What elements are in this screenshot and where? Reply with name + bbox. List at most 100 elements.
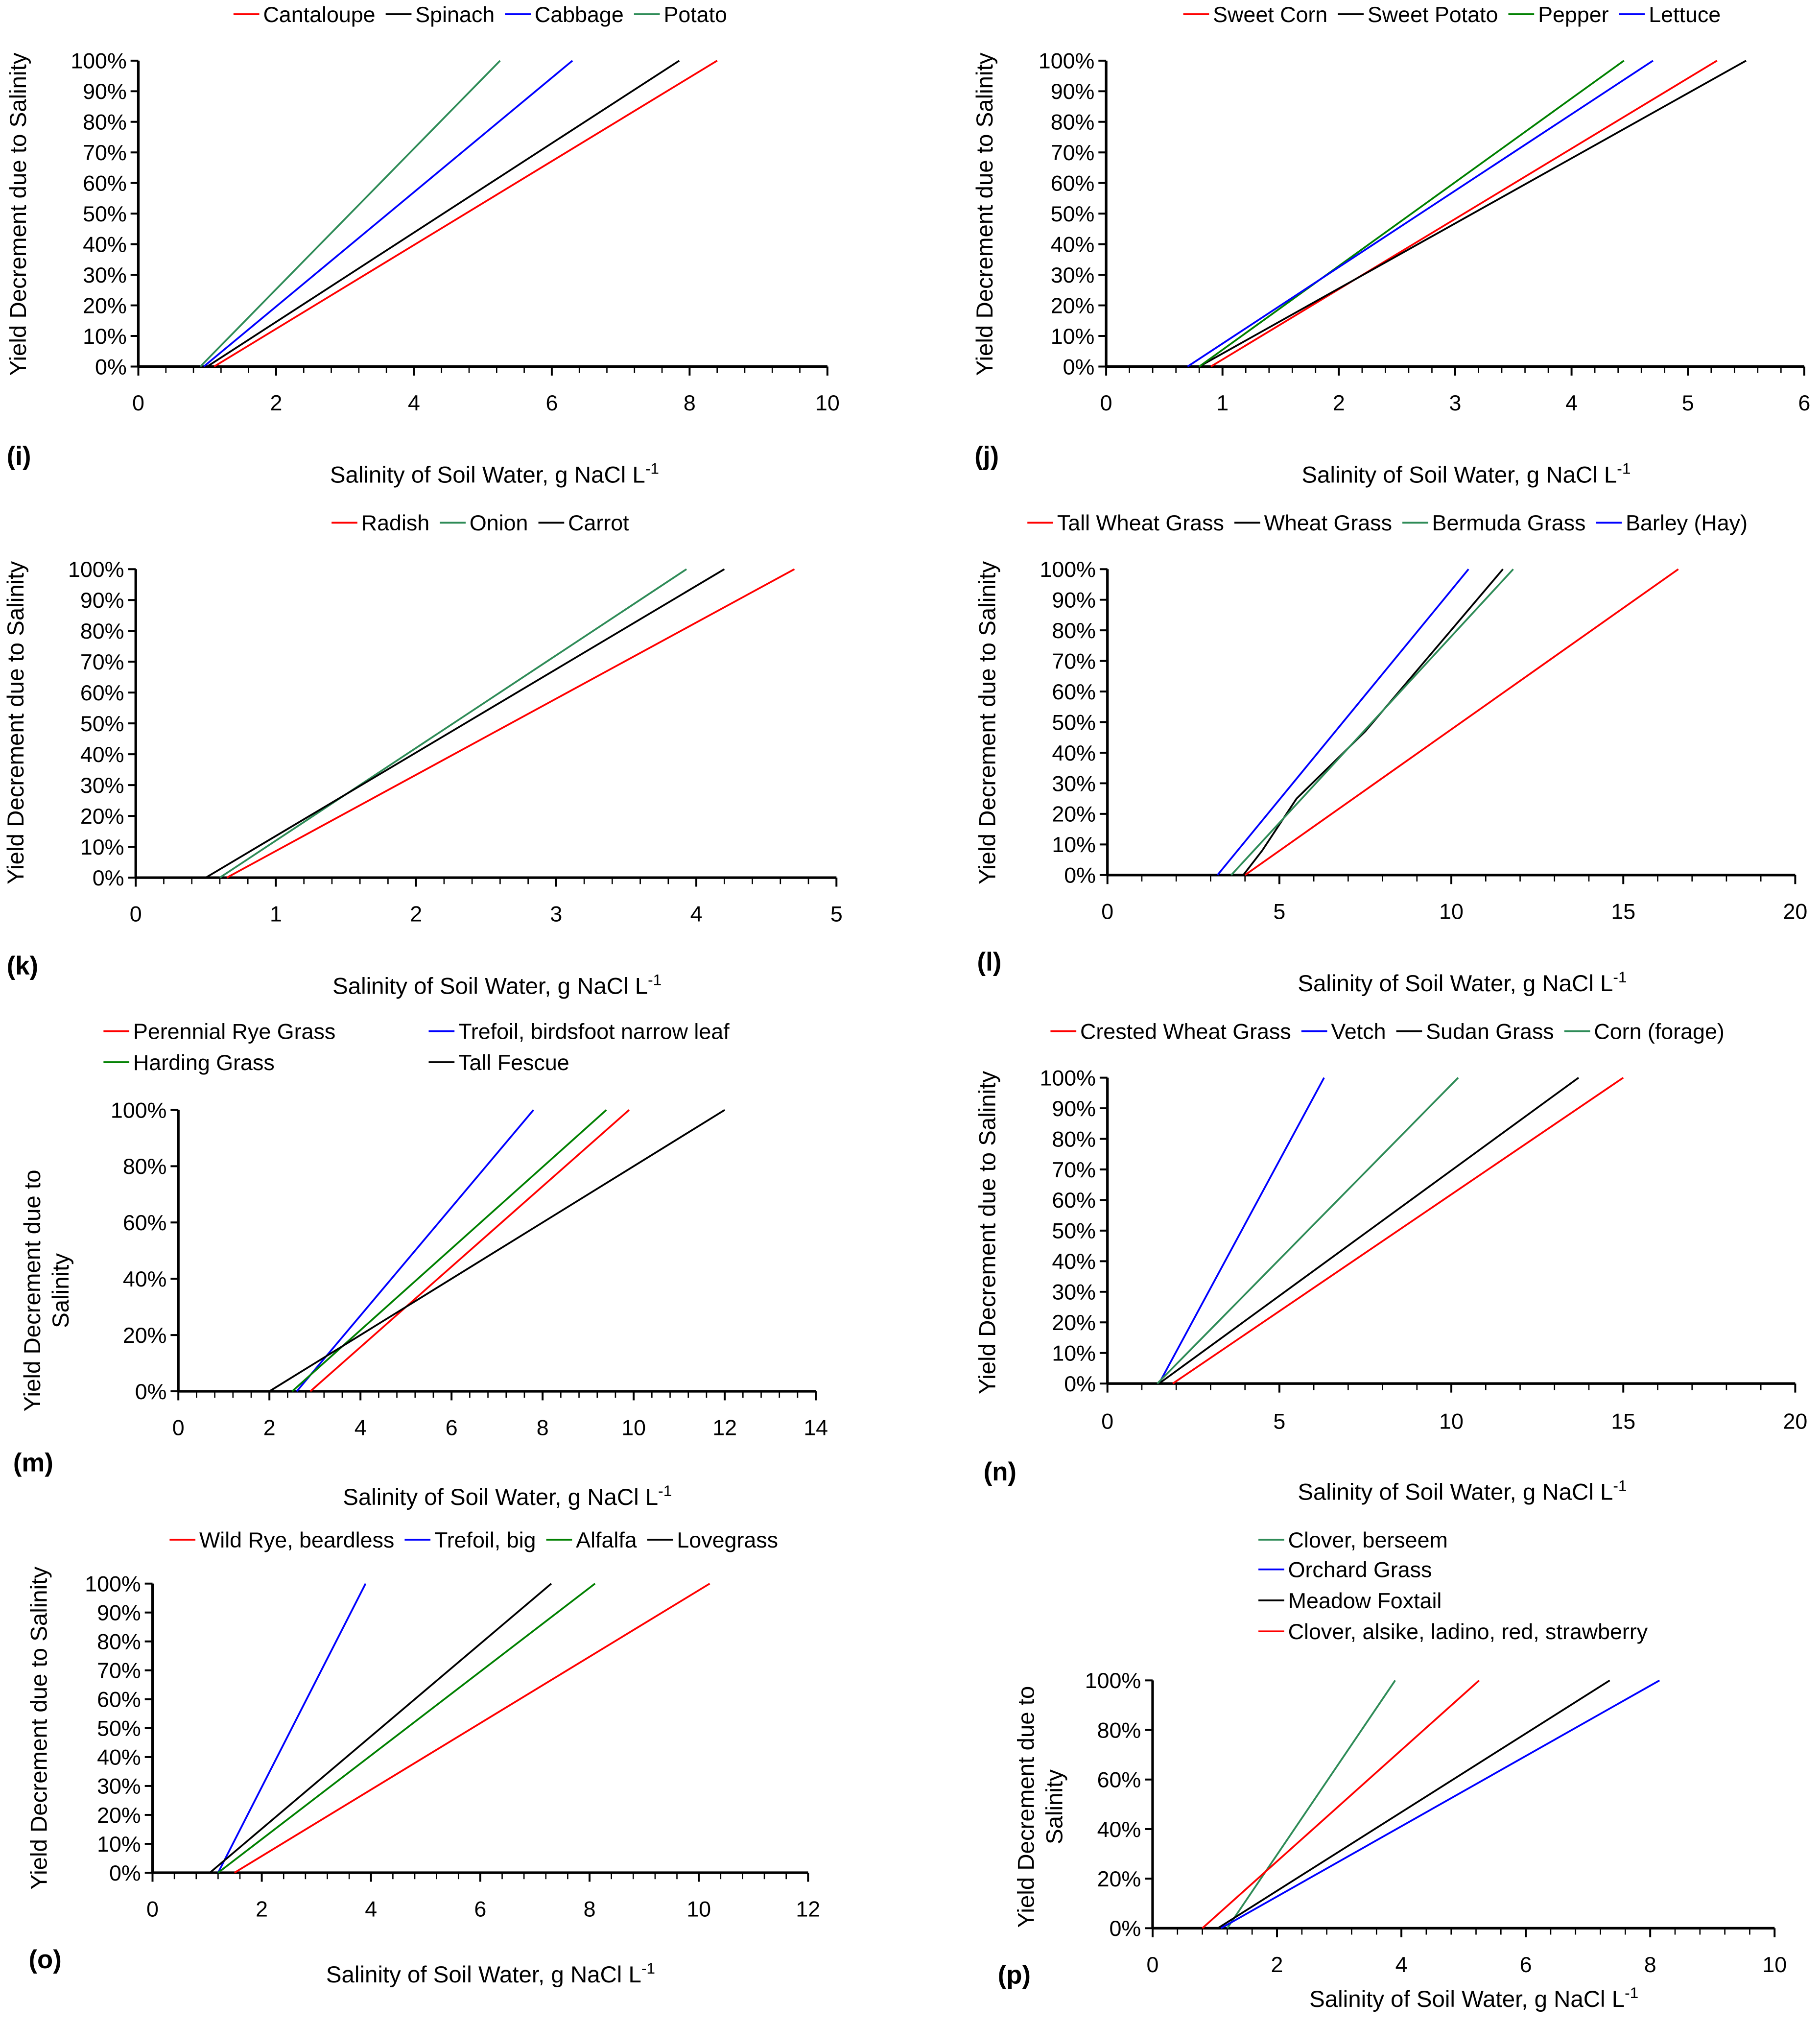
legend-item: Bermuda Grass xyxy=(1402,511,1585,535)
x-tick-label: 14 xyxy=(804,1416,828,1440)
y-tick-label: 20% xyxy=(97,1803,141,1828)
x-tick-label: 2 xyxy=(263,1416,276,1440)
series-line-orchard-grass xyxy=(1220,1679,1660,1929)
y-axis-title: Yield Decrement due to Salinity xyxy=(972,52,998,376)
legend-label: Sudan Grass xyxy=(1426,1020,1554,1044)
y-tick-label: 50% xyxy=(97,1716,141,1741)
y-tick-label: 30% xyxy=(83,263,127,287)
y-tick-label: 30% xyxy=(97,1774,141,1799)
legend-label: Orchard Grass xyxy=(1288,1558,1432,1582)
x-axis-title-superscript: -1 xyxy=(645,460,659,477)
y-axis-title: Yield Decrement due to Salinity xyxy=(5,52,31,376)
x-axis-title: Salinity of Soil Water, g NaCl L-1 xyxy=(326,1959,655,1988)
y-tick-label: 60% xyxy=(1051,171,1095,196)
y-tick-label: 80% xyxy=(97,1630,141,1654)
legend-item: Orchard Grass xyxy=(1258,1558,1432,1582)
y-tick-label: 60% xyxy=(1052,680,1096,704)
x-tick-label: 0 xyxy=(132,391,144,415)
x-tick-label: 4 xyxy=(690,902,703,927)
series-line-radish xyxy=(226,568,795,879)
y-tick-label: 60% xyxy=(97,1688,141,1712)
series-line-perennial-rye-grass xyxy=(309,1109,630,1392)
x-axis-title-text: Salinity of Soil Water, g NaCl L xyxy=(343,1484,658,1510)
x-axis-title: Salinity of Soil Water, g NaCl L-1 xyxy=(1309,1984,1638,2012)
panel-label: (m) xyxy=(13,1448,53,1477)
panel-label: (l) xyxy=(977,948,1002,977)
legend-label: Lovegrass xyxy=(677,1528,778,1552)
x-tick-label: 8 xyxy=(584,1897,596,1922)
y-tick-label: 50% xyxy=(83,202,127,226)
y-tick-label: 30% xyxy=(1051,263,1095,287)
y-tick-label: 30% xyxy=(1052,771,1096,796)
y-axis-title: Yield Decrement due to Salinity xyxy=(974,1071,1000,1394)
y-tick-label: 0% xyxy=(1063,355,1095,379)
y-tick-label: 0% xyxy=(1109,1916,1141,1941)
panel-p: 0 2 4 6 8 100%20%40%60%80%100%Clover, berseem… xyxy=(998,1528,1787,2012)
legend-label: Crested Wheat Grass xyxy=(1080,1020,1291,1044)
y-tick-label: 0% xyxy=(1064,1372,1096,1396)
legend-label: Trefoil, big xyxy=(434,1528,536,1552)
y-tick-label: 0% xyxy=(93,866,124,890)
legend-item: Lettuce xyxy=(1619,2,1721,27)
x-axis-title: Salinity of Soil Water, g NaCl L-1 xyxy=(332,971,662,999)
y-tick-label: 10% xyxy=(1052,1341,1096,1366)
x-tick-label: 4 xyxy=(1565,391,1578,415)
legend: Perennial Rye Grass Trefoil, birdsfoot na… xyxy=(103,1020,730,1075)
x-tick-label: 0 xyxy=(1147,1953,1159,1977)
series-line-lettuce xyxy=(1187,60,1654,368)
y-tick-label: 40% xyxy=(1052,741,1096,765)
panel-label: (o) xyxy=(28,1945,61,1974)
y-tick-label: 0% xyxy=(95,355,127,379)
panel-i: 0 2 4 6 8 100%10%20%30%40%50%60%70%80%90%100%… xyxy=(5,2,840,488)
x-tick-label: 6 xyxy=(474,1897,486,1922)
x-tick-label: 8 xyxy=(537,1416,549,1440)
y-tick-label: 80% xyxy=(123,1154,167,1179)
y-axis-title: Salinity xyxy=(48,1253,74,1328)
x-axis-title-text: Salinity of Soil Water, g NaCl L xyxy=(1301,462,1617,488)
y-tick-label: 80% xyxy=(80,619,124,643)
legend: Radish Onion Carrot xyxy=(331,511,629,535)
series-line-sweet-potato xyxy=(1199,60,1747,368)
x-axis-title-text: Salinity of Soil Water, g NaCl L xyxy=(330,462,645,488)
x-tick-label: 6 xyxy=(1798,391,1810,415)
x-tick-label: 2 xyxy=(410,902,422,927)
y-tick-label: 40% xyxy=(83,232,127,257)
legend-label: Tall Fescue xyxy=(458,1050,569,1075)
legend-item: Alfalfa xyxy=(546,1528,637,1552)
panel-label: (k) xyxy=(7,952,38,980)
series-line-tall-fescue xyxy=(269,1109,726,1392)
panel-l: 0 5 10 15 20 0% 10% 20% 30% 40% 50% 60% 70% 80% 90% 100… xyxy=(974,511,1807,997)
x-tick-label: 12 xyxy=(712,1416,737,1440)
legend-label: Trefoil, birdsfoot narrow leaf xyxy=(458,1020,730,1044)
y-axis-title: Yield Decrement due to Salinity xyxy=(26,1567,52,1890)
legend-item: Tall Fescue xyxy=(428,1050,569,1075)
y-tick-label: 100% xyxy=(111,1098,167,1122)
x-axis-title: Salinity of Soil Water, g NaCl L-1 xyxy=(1298,968,1627,997)
series-line-vetch xyxy=(1158,1077,1325,1384)
y-tick-label: 80% xyxy=(1051,110,1095,135)
series-line-barley-hay- xyxy=(1217,569,1469,876)
x-tick-label: 12 xyxy=(796,1897,820,1922)
legend: Wild Rye, beardless Trefoil, big Alfalfa Lo… xyxy=(169,1528,778,1552)
y-tick-label: 10% xyxy=(83,324,127,349)
x-axis-title-superscript: -1 xyxy=(658,1482,672,1500)
x-tick-label: 2 xyxy=(256,1897,268,1922)
series-line-meadow-foxtail xyxy=(1217,1679,1610,1929)
y-tick-label: 40% xyxy=(1052,1249,1096,1274)
legend-item: Harding Grass xyxy=(103,1050,275,1075)
panel-j: 0 1 2 3 4 5 60%10%20%30%40%50%60%70%80%90%100%… xyxy=(972,2,1810,488)
legend-label: Tall Wheat Grass xyxy=(1057,511,1224,535)
y-tick-label: 40% xyxy=(97,1745,141,1770)
legend-label: Carrot xyxy=(568,511,629,535)
legend-label: Cabbage xyxy=(535,2,624,27)
y-tick-label: 10% xyxy=(1051,324,1095,349)
series-line-onion xyxy=(219,568,687,879)
legend: Tall Wheat Grass Wheat Grass Bermuda Grass… xyxy=(1027,511,1748,535)
y-tick-label: 10% xyxy=(1052,833,1096,857)
legend-label: Sweet Potato xyxy=(1368,2,1498,27)
y-tick-label: 20% xyxy=(1052,1310,1096,1335)
legend-item: Sudan Grass xyxy=(1396,1020,1554,1044)
series-line-corn-forage- xyxy=(1157,1077,1459,1384)
legend-item: Pepper xyxy=(1508,2,1609,27)
